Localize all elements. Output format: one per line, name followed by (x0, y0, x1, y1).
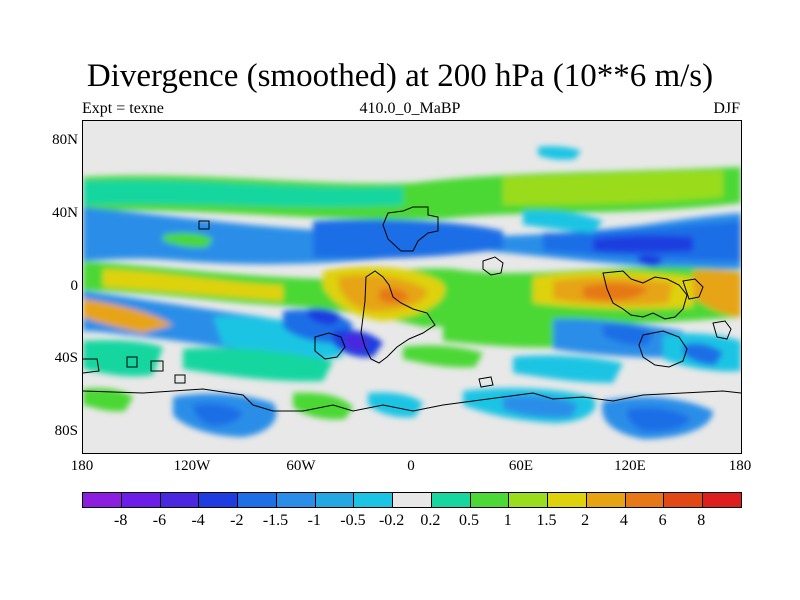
lon-tick: 120E (614, 458, 646, 474)
colorbar-segment (470, 493, 510, 507)
colorbar-label: -4 (191, 512, 205, 529)
colorbar (82, 492, 742, 508)
lon-tick: 120W (173, 458, 211, 474)
colorbar-segment (315, 493, 355, 507)
colorbar-segment (703, 493, 742, 507)
lon-tick: 60E (508, 458, 534, 474)
lat-tick: 40N (52, 205, 78, 221)
experiment-label: Expt = texne (82, 100, 164, 117)
lon-tick: 60W (286, 458, 316, 474)
colorbar-label: -8 (114, 512, 128, 529)
colorbar-label: -1 (307, 512, 321, 529)
colorbar-segment (431, 493, 471, 507)
colorbar-label: 8 (697, 512, 706, 529)
colorbar-label: 0.5 (459, 512, 480, 529)
lat-tick: 80N (52, 132, 78, 148)
colorbar-segment (83, 493, 122, 507)
season-label: DJF (713, 100, 740, 117)
divergence-map (82, 120, 742, 454)
lon-tick: 0 (407, 458, 415, 474)
colorbar-label: 4 (619, 512, 628, 529)
colorbar-segment (509, 493, 549, 507)
colorbar-label: 1 (503, 512, 512, 529)
lon-tick: 180 (728, 458, 752, 474)
colorbar-segment (354, 493, 394, 507)
colorbar-label: -2 (230, 512, 244, 529)
colorbar-segment (121, 493, 161, 507)
colorbar-label: -0.2 (378, 512, 405, 529)
run-label: 410.0_0_MaBP (359, 100, 461, 117)
colorbar-segment (393, 493, 432, 507)
lat-tick: 40S (54, 350, 78, 366)
colorbar-label: 0.2 (420, 512, 441, 529)
colorbar-segment (199, 493, 239, 507)
colorbar-label: 2 (581, 512, 590, 529)
colorbar-segment (586, 493, 626, 507)
colorbar-label: -0.5 (340, 512, 366, 529)
map-title: Divergence (smoothed) at 200 hPa (10**6 … (86, 58, 714, 94)
colorbar-segment (276, 493, 316, 507)
lat-tick: 0 (70, 278, 79, 294)
colorbar-segment (548, 493, 587, 507)
divergence-field (83, 121, 741, 453)
lat-tick: 80S (54, 423, 78, 439)
colorbar-segment (238, 493, 277, 507)
colorbar-segment (625, 493, 665, 507)
colorbar-label: -1.5 (262, 512, 289, 529)
colorbar-label: -6 (152, 512, 167, 529)
colorbar-label: 6 (658, 512, 667, 529)
colorbar-segment (160, 493, 200, 507)
colorbar-segment (664, 493, 704, 507)
lon-tick: 180 (70, 458, 94, 474)
colorbar-label: 1.5 (536, 512, 557, 529)
